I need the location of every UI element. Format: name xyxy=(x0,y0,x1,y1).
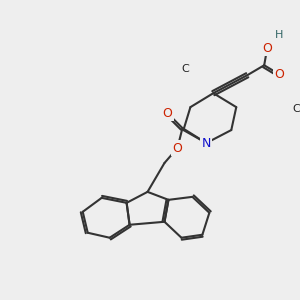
Text: C: C xyxy=(292,104,300,114)
Text: H: H xyxy=(275,30,283,40)
Text: N: N xyxy=(202,136,211,149)
Text: O: O xyxy=(274,68,284,81)
Text: O: O xyxy=(172,142,182,154)
Text: O: O xyxy=(163,106,172,120)
Text: O: O xyxy=(262,42,272,55)
Text: C: C xyxy=(182,64,190,74)
